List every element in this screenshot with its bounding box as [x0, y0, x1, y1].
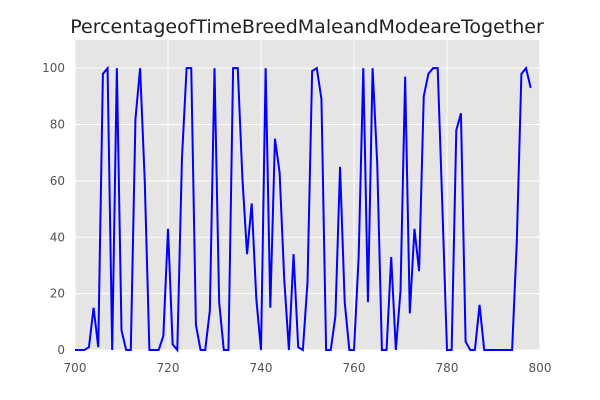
- chart-title: PercentageofTimeBreedMaleandModeareToget…: [70, 16, 544, 38]
- x-tick-label: 740: [250, 361, 273, 375]
- y-tick-label: 60: [50, 174, 65, 188]
- x-tick-label: 780: [436, 361, 459, 375]
- y-tick-label: 100: [42, 61, 65, 75]
- y-tick-label: 0: [57, 343, 65, 357]
- y-tick-label: 40: [50, 230, 65, 244]
- x-tick-label: 720: [157, 361, 180, 375]
- x-tick-label: 760: [343, 361, 366, 375]
- y-tick-label: 20: [50, 287, 65, 301]
- y-tick-label: 80: [50, 118, 65, 132]
- x-tick-label: 700: [64, 361, 87, 375]
- x-tick-label: 800: [529, 361, 552, 375]
- series-line: [75, 65, 532, 353]
